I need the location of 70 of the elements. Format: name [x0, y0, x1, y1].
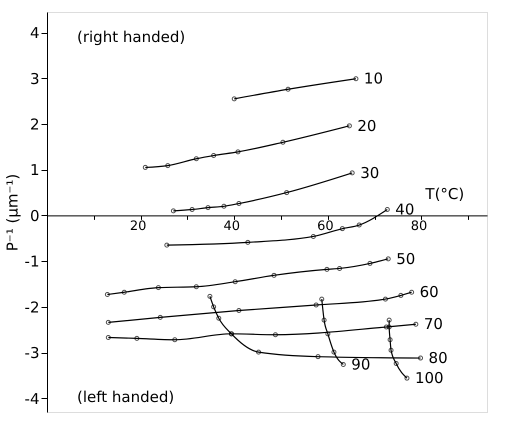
- series-label: 60: [420, 283, 439, 302]
- y-tick-label: 3: [30, 70, 40, 88]
- point: [245, 240, 250, 245]
- point: [216, 316, 222, 321]
- point: [386, 324, 392, 330]
- series-label: 70: [424, 315, 443, 334]
- point: [221, 204, 226, 209]
- point: [314, 302, 319, 308]
- y-tick-label: 2: [30, 116, 40, 134]
- point: [206, 205, 211, 210]
- point: [284, 190, 290, 196]
- series-label: 30: [360, 164, 380, 182]
- point: [194, 284, 199, 290]
- point: [340, 226, 345, 232]
- point: [172, 337, 178, 342]
- point: [122, 290, 127, 295]
- point: [382, 296, 388, 302]
- y-tick-label: 1: [30, 161, 40, 180]
- series-label: 10: [364, 70, 384, 88]
- point: [194, 156, 199, 162]
- point: [190, 206, 195, 212]
- y-tick-label: -2: [24, 298, 40, 316]
- series-label: 20: [357, 116, 376, 135]
- point: [165, 163, 170, 168]
- point: [388, 337, 393, 342]
- annotation: (left handed): [77, 388, 174, 406]
- point: [398, 292, 404, 298]
- series-label: 90: [351, 355, 370, 374]
- point: [331, 350, 336, 355]
- point: [211, 153, 216, 158]
- point: [235, 149, 240, 154]
- point: [310, 234, 316, 239]
- series-label: 80: [428, 349, 448, 368]
- x-tick-label: 80: [410, 218, 428, 234]
- x-tick-label: 20: [130, 218, 146, 234]
- y-tick-label: -1: [24, 252, 40, 271]
- point: [337, 266, 342, 271]
- y-axis-title: P⁻¹ (μm⁻¹): [4, 174, 22, 252]
- point: [394, 361, 399, 366]
- point: [134, 336, 140, 341]
- point: [388, 348, 394, 353]
- point: [384, 324, 389, 330]
- point: [316, 354, 321, 360]
- point: [356, 222, 362, 228]
- x-tick-label: 60: [317, 218, 334, 234]
- point: [286, 86, 291, 92]
- point: [256, 350, 262, 355]
- point: [158, 314, 163, 320]
- point: [236, 308, 242, 314]
- x-tick-label: 40: [223, 218, 240, 234]
- point: [211, 304, 216, 310]
- series-label: 40: [395, 200, 414, 218]
- point: [280, 140, 286, 145]
- y-tick-label: -3: [24, 344, 40, 362]
- point: [324, 266, 330, 272]
- y-tick-label: 4: [30, 24, 40, 42]
- annotation: (right handed): [77, 28, 186, 46]
- series-label: 50: [396, 250, 416, 268]
- point: [325, 331, 330, 336]
- series-label: 100: [414, 369, 444, 388]
- point: [236, 201, 242, 206]
- y-tick-label: -4: [24, 390, 40, 408]
- point: [272, 332, 278, 338]
- point: [367, 260, 372, 266]
- x-axis-title: T(°C): [424, 185, 464, 203]
- point: [322, 318, 327, 323]
- point: [156, 285, 161, 290]
- point: [272, 272, 277, 278]
- point: [232, 279, 238, 284]
- y-tick-label: 0: [30, 206, 40, 225]
